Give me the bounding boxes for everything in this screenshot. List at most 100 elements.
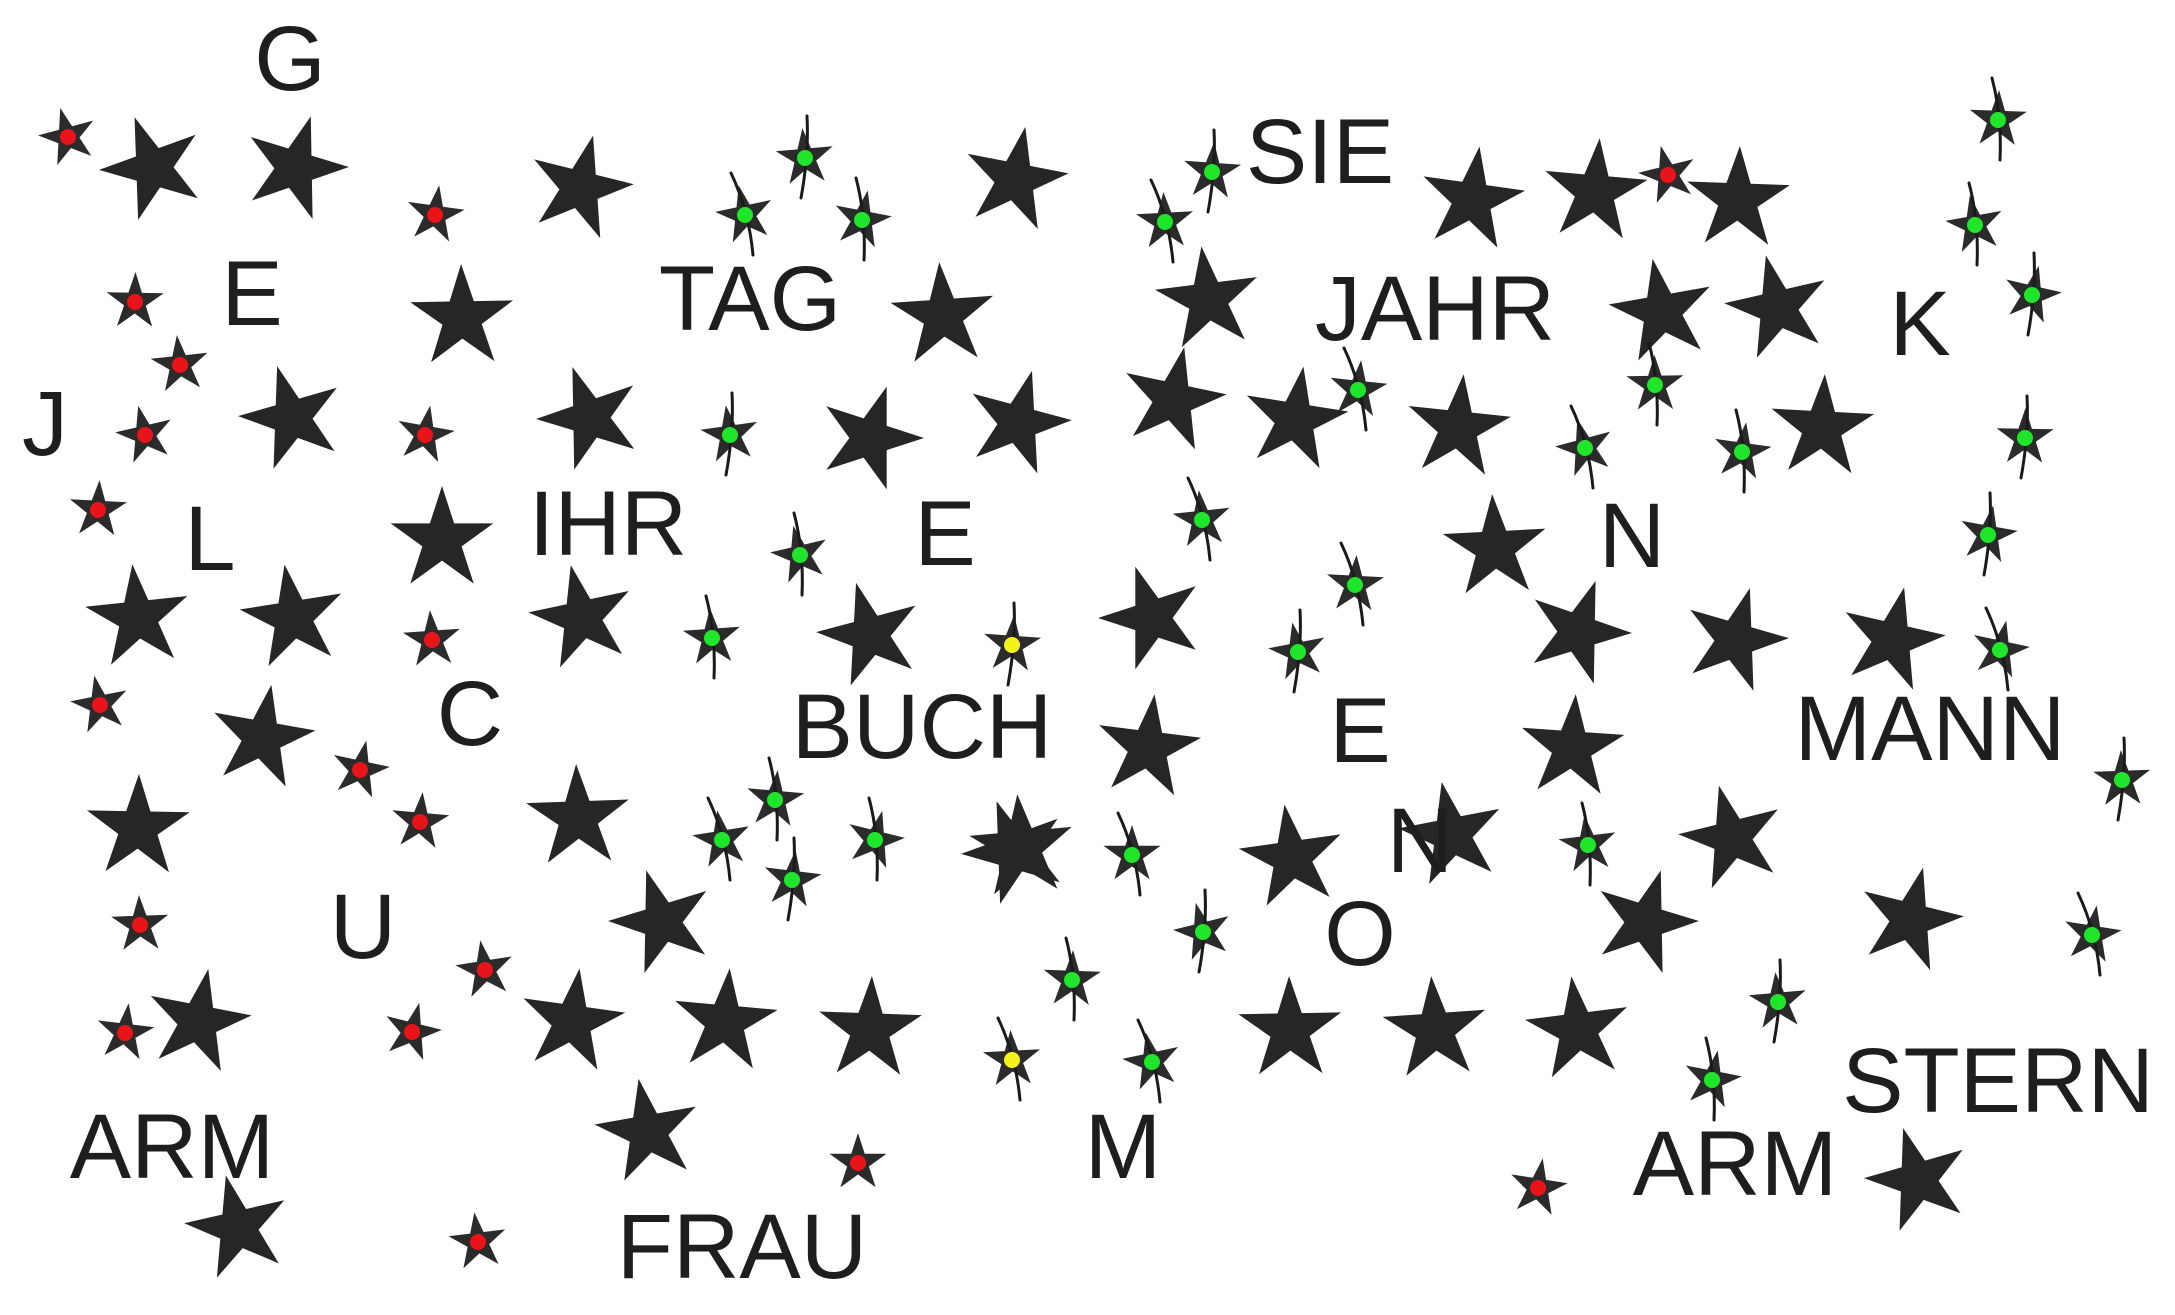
small-star-marked-green[interactable] (2060, 891, 2125, 977)
large-star[interactable] (1583, 855, 1710, 979)
large-star[interactable] (203, 675, 322, 790)
small-star-marked-green[interactable] (681, 594, 743, 680)
large-star[interactable] (1849, 855, 1973, 975)
small-star-marked-green[interactable] (744, 756, 807, 842)
small-star-marked-green[interactable] (2092, 736, 2152, 822)
large-star[interactable] (1113, 336, 1235, 454)
small-star-marked-green[interactable] (1264, 608, 1331, 694)
large-star[interactable] (948, 783, 1079, 911)
small-star-marked-green[interactable] (1168, 888, 1237, 974)
small-star-marked-green[interactable] (1327, 346, 1390, 432)
large-star[interactable] (670, 963, 781, 1070)
large-star[interactable] (1685, 144, 1792, 246)
small-star-marked-red[interactable] (148, 332, 211, 393)
small-star-marked-red[interactable] (829, 1133, 887, 1188)
small-star-marked-green[interactable] (1679, 1036, 1746, 1122)
large-star[interactable] (1715, 243, 1838, 363)
large-star[interactable] (1402, 368, 1515, 477)
small-star-marked-green[interactable] (1325, 541, 1386, 627)
large-star[interactable] (233, 556, 351, 670)
small-star-marked-green[interactable] (1996, 394, 2055, 480)
large-star[interactable] (1380, 972, 1490, 1078)
large-star[interactable] (1669, 773, 1793, 893)
small-star-marked-yellow[interactable] (981, 601, 1043, 687)
small-star-marked-red[interactable] (446, 1208, 510, 1270)
large-star[interactable] (957, 357, 1082, 479)
large-star[interactable] (1673, 573, 1800, 697)
large-star[interactable] (807, 370, 936, 496)
large-star[interactable] (85, 773, 191, 873)
large-star[interactable] (956, 117, 1076, 233)
small-star-marked-red[interactable] (452, 935, 517, 999)
small-star-marked-green[interactable] (1170, 476, 1233, 562)
large-star[interactable] (390, 486, 494, 584)
small-star-marked-green[interactable] (1710, 408, 1775, 494)
small-star-marked-green[interactable] (1134, 178, 1195, 264)
small-star-marked-red[interactable] (106, 271, 165, 327)
large-star[interactable] (597, 855, 724, 979)
large-star[interactable] (1237, 975, 1343, 1075)
small-star-marked-green[interactable] (841, 796, 910, 882)
small-star-marked-green[interactable] (765, 511, 834, 597)
large-star[interactable] (1520, 970, 1635, 1080)
small-star-marked-green[interactable] (1746, 958, 1809, 1044)
large-star[interactable] (227, 351, 354, 475)
small-star-marked-green[interactable] (1967, 606, 2035, 692)
small-star-marked-red[interactable] (403, 181, 468, 244)
large-star[interactable] (1086, 550, 1215, 676)
large-star[interactable] (1150, 240, 1265, 350)
large-star[interactable] (1517, 690, 1627, 796)
small-star-marked-red[interactable] (110, 399, 179, 466)
large-star[interactable] (1768, 371, 1877, 475)
small-star-marked-red[interactable] (1633, 138, 1702, 206)
large-star[interactable] (523, 350, 653, 477)
large-star[interactable] (1091, 688, 1206, 798)
small-star-marked-green[interactable] (1103, 811, 1161, 897)
small-star-marked-red[interactable] (401, 608, 463, 667)
large-star[interactable] (1540, 133, 1651, 240)
small-star-marked-green[interactable] (689, 796, 754, 882)
small-star-marked-green[interactable] (697, 391, 762, 477)
large-star[interactable] (233, 101, 360, 225)
small-star-marked-red[interactable] (1506, 1153, 1571, 1217)
small-star-marked-green[interactable] (1556, 801, 1620, 887)
small-star-marked-red[interactable] (66, 670, 133, 735)
small-star-marked-green[interactable] (1998, 251, 2067, 337)
small-star-marked-red[interactable] (110, 894, 170, 951)
small-star-marked-red[interactable] (68, 478, 129, 536)
large-star[interactable] (519, 123, 643, 243)
small-star-marked-green[interactable] (1549, 404, 1619, 490)
small-star-marked-red[interactable] (378, 995, 447, 1063)
small-star-marked-red[interactable] (327, 734, 395, 800)
small-star-marked-green[interactable] (1941, 181, 2008, 267)
large-star[interactable] (1440, 491, 1549, 595)
small-star-marked-red[interactable] (389, 789, 452, 849)
small-star-marked-green[interactable] (710, 171, 778, 257)
large-star[interactable] (524, 762, 631, 864)
large-star[interactable] (81, 558, 194, 667)
large-star[interactable] (86, 99, 217, 227)
large-star[interactable] (1853, 1113, 1980, 1237)
small-star-marked-green[interactable] (773, 114, 836, 200)
large-star[interactable] (588, 1069, 707, 1184)
small-star-marked-green[interactable] (760, 836, 824, 922)
small-star-marked-yellow[interactable] (981, 1016, 1042, 1102)
small-star-marked-green[interactable] (1625, 341, 1684, 427)
large-star[interactable] (1415, 139, 1531, 251)
small-star-marked-green[interactable] (1181, 128, 1243, 214)
small-star-marked-red[interactable] (32, 100, 102, 168)
large-star[interactable] (1237, 358, 1355, 472)
large-star[interactable] (409, 263, 515, 363)
large-star[interactable] (817, 974, 924, 1076)
large-star[interactable] (515, 961, 631, 1073)
large-star[interactable] (888, 258, 998, 364)
large-star[interactable] (1832, 575, 1955, 695)
small-star-marked-red[interactable] (392, 400, 459, 464)
small-star-marked-green[interactable] (1042, 936, 1102, 1022)
small-star-marked-green[interactable] (1968, 76, 2028, 162)
large-star[interactable] (139, 959, 259, 1075)
small-star-marked-green[interactable] (829, 176, 896, 262)
large-star[interactable] (1602, 249, 1721, 364)
small-star-marked-green[interactable] (1117, 1018, 1185, 1104)
small-star-marked-red[interactable] (93, 999, 157, 1061)
